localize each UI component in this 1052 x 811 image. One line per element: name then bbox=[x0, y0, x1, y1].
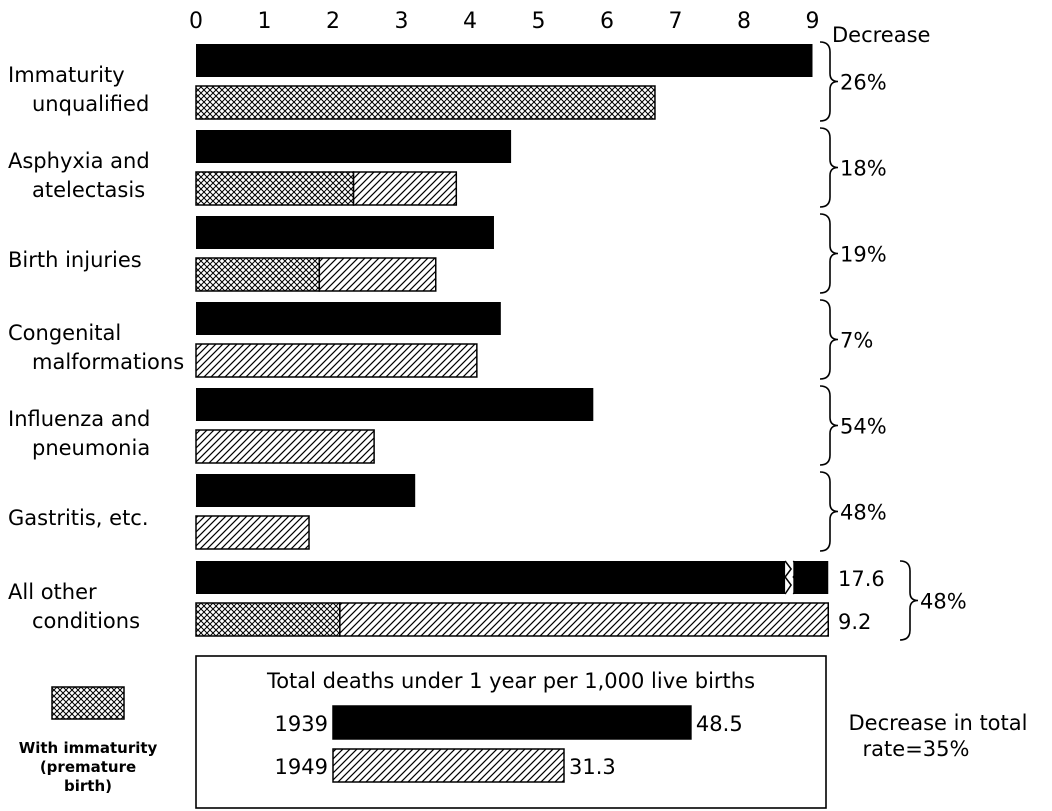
category-label: Gastritis, etc. bbox=[8, 506, 149, 530]
decrease-percentages: 26% 18% 19% 7% 54% 48% 48% bbox=[819, 41, 967, 641]
value-label-1949: 9.2 bbox=[838, 610, 871, 634]
totals-frame bbox=[195, 655, 827, 809]
x-tick-label: 4 bbox=[463, 9, 477, 34]
decrease-percent: 26% bbox=[840, 71, 887, 95]
totals-value: 48.5 bbox=[696, 712, 743, 736]
category-labels: Immaturity unqualified Asphyxia and atelect… bbox=[8, 63, 184, 633]
bar-1939 bbox=[196, 216, 494, 249]
brace bbox=[819, 213, 839, 294]
bars: 17.6 9.2 bbox=[195, 44, 885, 637]
bar-1949-immaturity bbox=[195, 602, 341, 637]
legend-swatch-immaturity bbox=[51, 686, 125, 720]
bar-1949-immaturity bbox=[195, 171, 355, 206]
brace bbox=[819, 385, 839, 466]
totals-box: Total deaths under 1 year per 1,000 live… bbox=[195, 655, 1028, 809]
x-tick-label: 6 bbox=[600, 9, 614, 34]
x-tick-label: 8 bbox=[737, 9, 751, 34]
axis-break bbox=[784, 560, 801, 595]
bar-1949 bbox=[352, 171, 458, 206]
x-tick-label: 7 bbox=[669, 9, 683, 34]
category-label: Influenza and pneumonia bbox=[8, 407, 150, 460]
totals-value: 31.3 bbox=[569, 755, 616, 779]
x-tick-label: 5 bbox=[532, 9, 546, 34]
decrease-percent: 18% bbox=[840, 157, 887, 181]
brace bbox=[899, 560, 919, 641]
bar-1949 bbox=[195, 515, 310, 550]
x-tick-label: 9 bbox=[806, 9, 820, 34]
bar-1939 bbox=[196, 302, 501, 335]
legend-label: With immaturity bbox=[19, 739, 158, 757]
totals-year: 1939 bbox=[275, 712, 328, 736]
bar-1949-immaturity bbox=[195, 85, 656, 120]
category-label: Immaturity unqualified bbox=[8, 63, 149, 116]
category-label: Asphyxia and atelectasis bbox=[8, 149, 150, 202]
total-decrease-note: rate=35% bbox=[863, 737, 970, 761]
x-tick-label: 0 bbox=[189, 9, 203, 34]
brace bbox=[819, 127, 839, 208]
bar-1939 bbox=[196, 130, 512, 163]
x-tick-label: 1 bbox=[258, 9, 272, 34]
category-label: Congenital malformations bbox=[8, 321, 184, 374]
bar-1939 bbox=[196, 561, 786, 594]
x-tick-label: 3 bbox=[395, 9, 409, 34]
x-tick-label: 2 bbox=[326, 9, 340, 34]
bar-1939 bbox=[196, 44, 813, 77]
bar-1939 bbox=[196, 474, 416, 507]
bar-1949-immaturity bbox=[195, 257, 321, 292]
totals-bar-1939 bbox=[332, 705, 692, 740]
decrease-percent: 19% bbox=[840, 243, 887, 267]
legend-label: (premature bbox=[40, 758, 136, 776]
legend-label: birth) bbox=[64, 777, 112, 795]
totals-title: Total deaths under 1 year per 1,000 live… bbox=[266, 669, 755, 693]
bar-1949 bbox=[195, 429, 375, 464]
bar-1949 bbox=[195, 343, 478, 378]
decrease-percent: 7% bbox=[840, 329, 873, 353]
bar-1949 bbox=[339, 602, 830, 637]
brace bbox=[819, 41, 839, 122]
totals-year: 1949 bbox=[275, 755, 328, 779]
category-label: All other conditions bbox=[8, 580, 140, 633]
totals-bar-1949 bbox=[332, 748, 565, 783]
bar-1939 bbox=[196, 388, 594, 421]
decrease-header: Decrease bbox=[832, 23, 930, 47]
total-decrease-note: Decrease in total bbox=[849, 711, 1028, 735]
x-axis: 0 1 2 3 4 5 6 7 8 9 Decrease bbox=[189, 9, 930, 47]
bar-1939-overflow bbox=[793, 561, 829, 594]
category-label: Birth injuries bbox=[8, 248, 142, 272]
decrease-percent: 48% bbox=[920, 590, 967, 614]
decrease-percent: 48% bbox=[840, 501, 887, 525]
value-label-1939: 17.6 bbox=[838, 567, 885, 591]
bar-1949 bbox=[318, 257, 437, 292]
brace bbox=[819, 299, 839, 380]
brace bbox=[819, 471, 839, 552]
decrease-percent: 54% bbox=[840, 415, 887, 439]
